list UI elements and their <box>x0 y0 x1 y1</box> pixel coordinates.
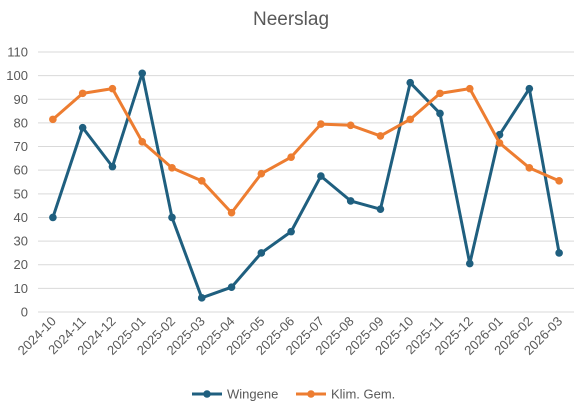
data-point <box>257 249 266 257</box>
series-line <box>51 71 561 300</box>
data-point <box>257 169 266 178</box>
data-point <box>346 121 355 130</box>
chart-title: Neerslag <box>253 9 329 30</box>
data-point <box>138 69 147 78</box>
data-point <box>495 139 504 147</box>
y-tick-label: 60 <box>14 163 28 178</box>
series-wingene <box>49 69 563 302</box>
y-tick-label: 110 <box>7 45 28 60</box>
data-point <box>376 132 385 140</box>
data-point <box>138 138 147 146</box>
data-point <box>525 164 534 172</box>
y-tick-label: 0 <box>21 305 28 320</box>
legend: Wingene Klim. Gem. <box>192 387 395 402</box>
data-point <box>227 283 236 291</box>
y-tick-label: 30 <box>14 234 28 249</box>
data-point <box>227 208 236 217</box>
data-point <box>317 120 325 128</box>
legend-label: Wingene <box>227 387 278 402</box>
data-point <box>49 213 57 222</box>
y-tick-label: 50 <box>14 186 28 201</box>
y-tick-label: 70 <box>14 139 28 154</box>
gridlines <box>38 51 574 313</box>
data-point <box>555 177 563 185</box>
y-tick-label: 100 <box>6 68 28 83</box>
y-tick-label: 20 <box>14 257 28 272</box>
data-point <box>555 249 563 257</box>
data-point <box>436 109 444 118</box>
data-point <box>108 162 117 171</box>
data-point <box>287 153 295 161</box>
data-point <box>465 259 474 268</box>
data-point <box>525 84 534 93</box>
data-point <box>436 89 444 98</box>
data-point <box>168 164 176 172</box>
data-point <box>317 172 325 180</box>
series-klim-gem <box>49 84 563 217</box>
data-point <box>197 294 206 302</box>
legend-label: Klim. Gem. <box>331 387 395 402</box>
data-point <box>406 78 415 87</box>
data-point <box>376 205 385 213</box>
y-axis-tick-labels: 0 10 20 30 40 50 60 70 80 90 100 110 <box>6 45 28 320</box>
data-point <box>465 84 474 93</box>
data-point <box>168 213 176 222</box>
x-axis-tick-labels: 2024-102024-112024-122025-012025-022025-… <box>15 314 566 358</box>
data-point <box>346 197 355 205</box>
data-point <box>108 84 117 93</box>
y-tick-label: 40 <box>14 210 28 225</box>
data-point <box>78 123 87 132</box>
legend-entry: Wingene <box>192 387 278 402</box>
y-tick-label: 80 <box>14 115 28 130</box>
series-line <box>51 87 560 215</box>
data-point <box>49 115 57 124</box>
data-point <box>197 177 206 185</box>
y-tick-label: 90 <box>14 92 28 107</box>
legend-marker <box>203 390 211 398</box>
y-tick-label: 10 <box>14 281 28 296</box>
data-point <box>406 115 415 124</box>
legend-marker <box>307 390 315 398</box>
series-lines <box>49 69 563 302</box>
data-point <box>287 227 295 236</box>
data-point <box>78 89 87 98</box>
legend-entry: Klim. Gem. <box>296 387 395 402</box>
